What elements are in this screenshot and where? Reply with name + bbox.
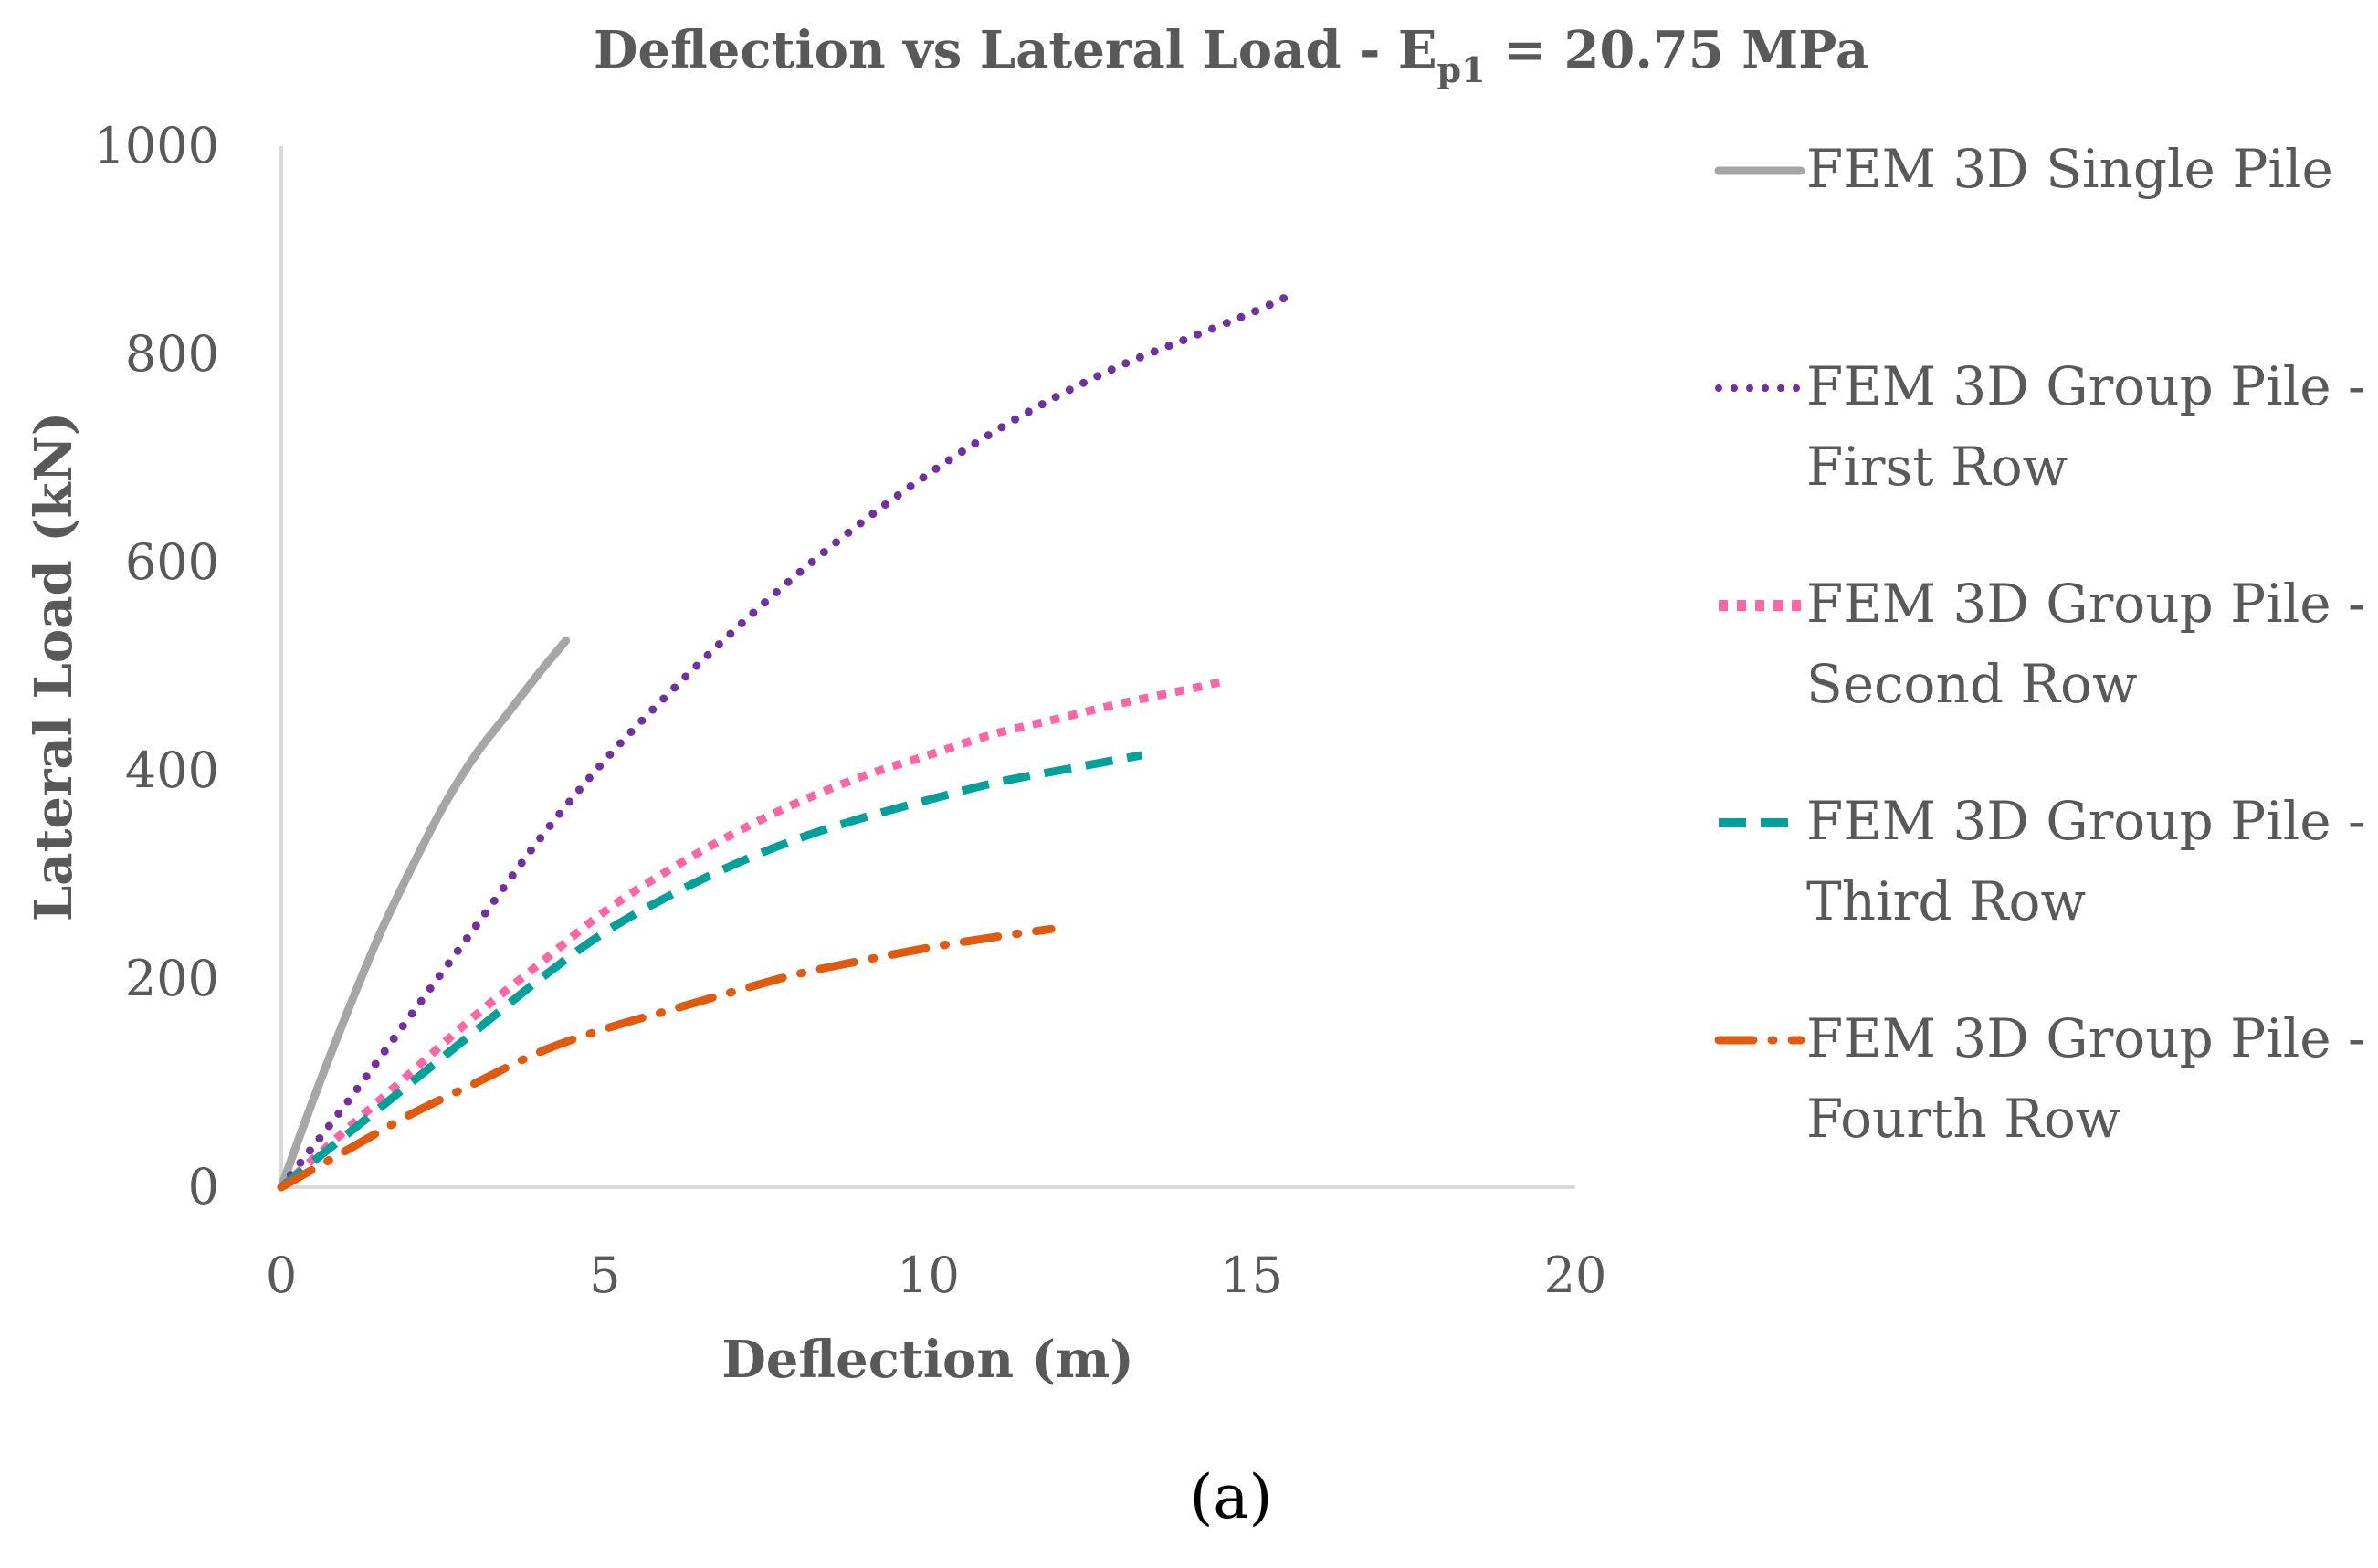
y-tick-labels: 0 200 400 600 800 1000 <box>94 117 219 1215</box>
y-axis-label: Lateral Load (kN) <box>24 412 84 921</box>
legend-label: FEM 3D Group Pile - <box>1806 355 2366 417</box>
x-tick-label: 5 <box>589 1247 620 1304</box>
series-line-fem-3d-group-pile-first-row <box>277 288 1301 1192</box>
figure-caption: (a) <box>1190 1462 1273 1532</box>
legend-label: FEM 3D Group Pile - <box>1806 790 2366 852</box>
series-line-fem-3d-group-pile-second-row <box>279 678 1221 1191</box>
y-tick-label: 400 <box>125 742 219 799</box>
legend-label: First Row <box>1806 436 2068 498</box>
x-tick-labels: 0 5 10 15 20 <box>266 1247 1607 1304</box>
legend: FEM 3D Single Pile FEM 3D Group Pile - Fir… <box>1714 138 2366 1150</box>
x-tick-label: 20 <box>1544 1247 1607 1304</box>
legend-label: FEM 3D Group Pile - <box>1806 1007 2366 1069</box>
chart-title: Deflection vs Lateral Load - Ep1 = 20.75… <box>594 20 1868 90</box>
legend-label: FEM 3D Group Pile - <box>1806 573 2366 635</box>
y-tick-label: 800 <box>125 325 219 383</box>
series-line-fem-3d-group-pile-fourth-row <box>277 924 1056 1192</box>
y-tick-label: 0 <box>188 1158 219 1215</box>
series-line-fem-3d-single-pile <box>277 637 571 1192</box>
series-layer <box>277 288 1301 1192</box>
legend-label: Third Row <box>1806 870 2086 932</box>
legend-label: Fourth Row <box>1806 1088 2120 1150</box>
legend-label: FEM 3D Single Pile <box>1806 138 2333 200</box>
x-tick-label: 10 <box>897 1247 960 1304</box>
y-tick-label: 200 <box>125 950 219 1007</box>
series-line-fem-3d-group-pile-third-row <box>279 751 1143 1191</box>
x-tick-label: 15 <box>1220 1247 1283 1304</box>
x-axis-label: Deflection (m) <box>721 1330 1134 1390</box>
x-tick-label: 0 <box>266 1247 297 1304</box>
y-tick-label: 600 <box>125 533 219 591</box>
y-tick-label: 1000 <box>94 117 219 174</box>
legend-label: Second Row <box>1806 653 2138 715</box>
